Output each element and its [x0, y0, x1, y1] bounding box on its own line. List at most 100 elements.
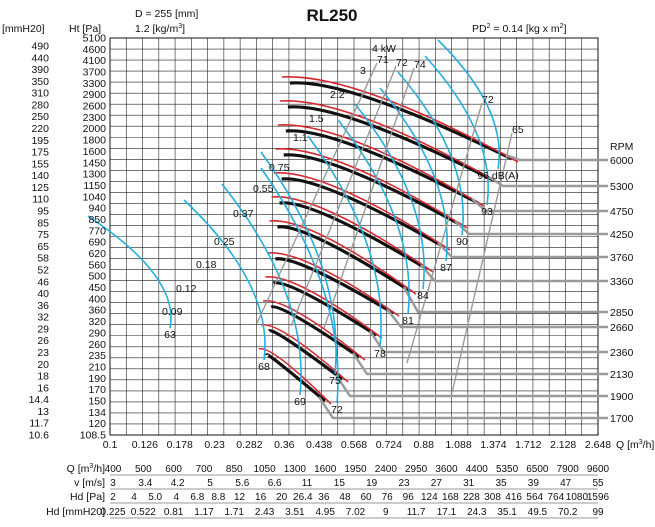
y-unit-mmh2o: [mmH20] [2, 23, 45, 35]
y-tick-mm: 16 [37, 382, 49, 394]
y-tick-pa: 1600 [83, 146, 107, 158]
y-tick-mm: 40 [37, 288, 49, 300]
y-tick-mm: 65 [37, 241, 49, 253]
efficiency-label: 71 [377, 54, 389, 66]
y-tick-pa: 400 [88, 293, 106, 305]
y-tick-pa: 235 [88, 350, 106, 362]
hd-mm-scale-value: 49.5 [528, 507, 548, 518]
fan-curve [281, 177, 445, 249]
bottom-scales: Q [m3/h] v [m/s] Hd [Pa] Hd [mmH20] 400 500 60… [46, 463, 610, 519]
y-tick-pa: 560 [88, 259, 106, 271]
y-tick-mm: 13 [37, 406, 49, 418]
hd-pa-scale-value: 124 [421, 492, 438, 503]
rpm-label: 2360 [610, 347, 634, 359]
v-scale-value: 6.6 [268, 478, 282, 489]
hd-pa-scale-value: 4 [173, 492, 179, 503]
y-tick-mm: 75 [37, 229, 49, 241]
y-tick-pa: 2300 [83, 112, 107, 124]
fan-curve [275, 257, 394, 315]
hd-pa-scale-value: 416 [505, 492, 522, 503]
hd-pa-scale-value: 16 [255, 492, 267, 503]
hd-mm-scale-value: 4.95 [315, 507, 335, 518]
hd-pa-scale-value: 1596 [587, 492, 610, 503]
hd-mm-scale-value: 11.7 [407, 507, 426, 518]
rpm-label: 1700 [610, 413, 634, 425]
v-scale-value: 15 [334, 478, 346, 489]
y-tick-pa: 2000 [83, 123, 107, 135]
hd-pa-scale-value: 228 [463, 492, 480, 503]
curve-labels: 6000 5300 4750 4250 3760 3360 2850 2660 2360 2130… [162, 43, 634, 425]
y-tick-mm: 29 [37, 323, 49, 335]
rpm-label: 1900 [610, 391, 634, 403]
fan-curve [265, 353, 327, 403]
hd-mm-scale-value: 0.225 [100, 507, 125, 518]
hd-mm-scale-value: 1.17 [194, 507, 214, 518]
noise-curve [260, 167, 339, 404]
x-tick: 0.282 [236, 439, 262, 451]
hd-pa-scale-value: 20 [276, 492, 288, 503]
hd-mm-scale-value: 9 [383, 507, 389, 518]
q-scale-value: 3600 [435, 464, 458, 475]
power-label: 1.5 [309, 113, 324, 125]
y-tick-pa: 1300 [83, 169, 107, 181]
hd-mm-scale-label: Hd [mmH20] [46, 506, 105, 518]
efficiency-line [406, 102, 483, 364]
rpm-label: 2850 [610, 307, 634, 319]
rpm-label: 5300 [610, 181, 634, 193]
chart-header: RL250 D = 255 [mm] 1.2 [kg/m3] PD2 = 0.1… [2, 6, 654, 451]
chart-title: RL250 [306, 6, 357, 25]
hd-mm-scale-value: 99 [592, 507, 604, 518]
q-scale-value: 500 [135, 464, 152, 475]
diameter-label: D = 255 [mm] [135, 8, 198, 20]
y-tick-pa: 500 [88, 271, 106, 283]
y-tick-mm: 110 [32, 194, 49, 206]
y-tick-mm: 32 [37, 312, 49, 324]
y-tick-mm: 140 [31, 170, 49, 182]
hd-pa-scale-value: 26.4 [293, 492, 313, 503]
noise-curve [379, 87, 448, 262]
y-tick-pa: 360 [88, 305, 106, 317]
fan-curve [272, 281, 377, 337]
v-scale-value: 39 [528, 478, 540, 489]
y-tick-mm: 10.6 [29, 430, 50, 442]
rpm-label: 3760 [610, 252, 634, 264]
y-tick-pa: 940 [88, 203, 106, 215]
noise-curve [87, 215, 172, 329]
y-tick-mm: 350 [31, 76, 49, 88]
hd-pa-scale-value: 8.8 [211, 492, 225, 503]
y-tick-pa: 190 [88, 373, 106, 385]
y-tick-pa: 3700 [83, 67, 107, 79]
y-tick-pa: 260 [88, 339, 106, 351]
pd2-label: PD2 = 0.14 [kg x m2] [472, 23, 567, 35]
hd-pa-scale-value: 96 [403, 492, 415, 503]
rpm-line [437, 242, 608, 259]
hd-pa-scale-value: 48 [339, 492, 351, 503]
power-label: 0.25 [214, 236, 235, 248]
x-tick: 0.1 [103, 439, 118, 451]
y-tick-mm: 14.4 [29, 394, 50, 406]
noise-label: 96 dB(A) [477, 170, 518, 182]
y-tick-mm: 95 [37, 206, 49, 218]
q-scale-value: 9600 [587, 464, 610, 475]
power-curve [267, 252, 400, 317]
noise-curve [397, 71, 464, 236]
fan-curve [267, 329, 343, 381]
y-tick-mm: 440 [31, 52, 49, 64]
hd-mm-scale-value: 0.81 [164, 507, 184, 518]
q-scale-value: 600 [165, 464, 182, 475]
rpm-line [420, 264, 608, 283]
noise-curve [424, 55, 489, 206]
hd-pa-scale-value: 1080 [566, 492, 589, 503]
y-tick-mm: 280 [31, 99, 49, 111]
power-curve [277, 124, 485, 207]
q-scale-value: 4400 [466, 464, 489, 475]
rpm-line [335, 374, 608, 398]
v-scale-value: 27 [431, 478, 443, 489]
y-tick-mm: 155 [31, 158, 49, 170]
y-tick-mm: 26 [37, 335, 49, 347]
y-tick-pa: 850 [88, 214, 106, 226]
hd-mm-scale-value: 70.2 [558, 507, 578, 518]
fan-curve [279, 201, 428, 271]
v-scale-value: 47 [560, 478, 572, 489]
